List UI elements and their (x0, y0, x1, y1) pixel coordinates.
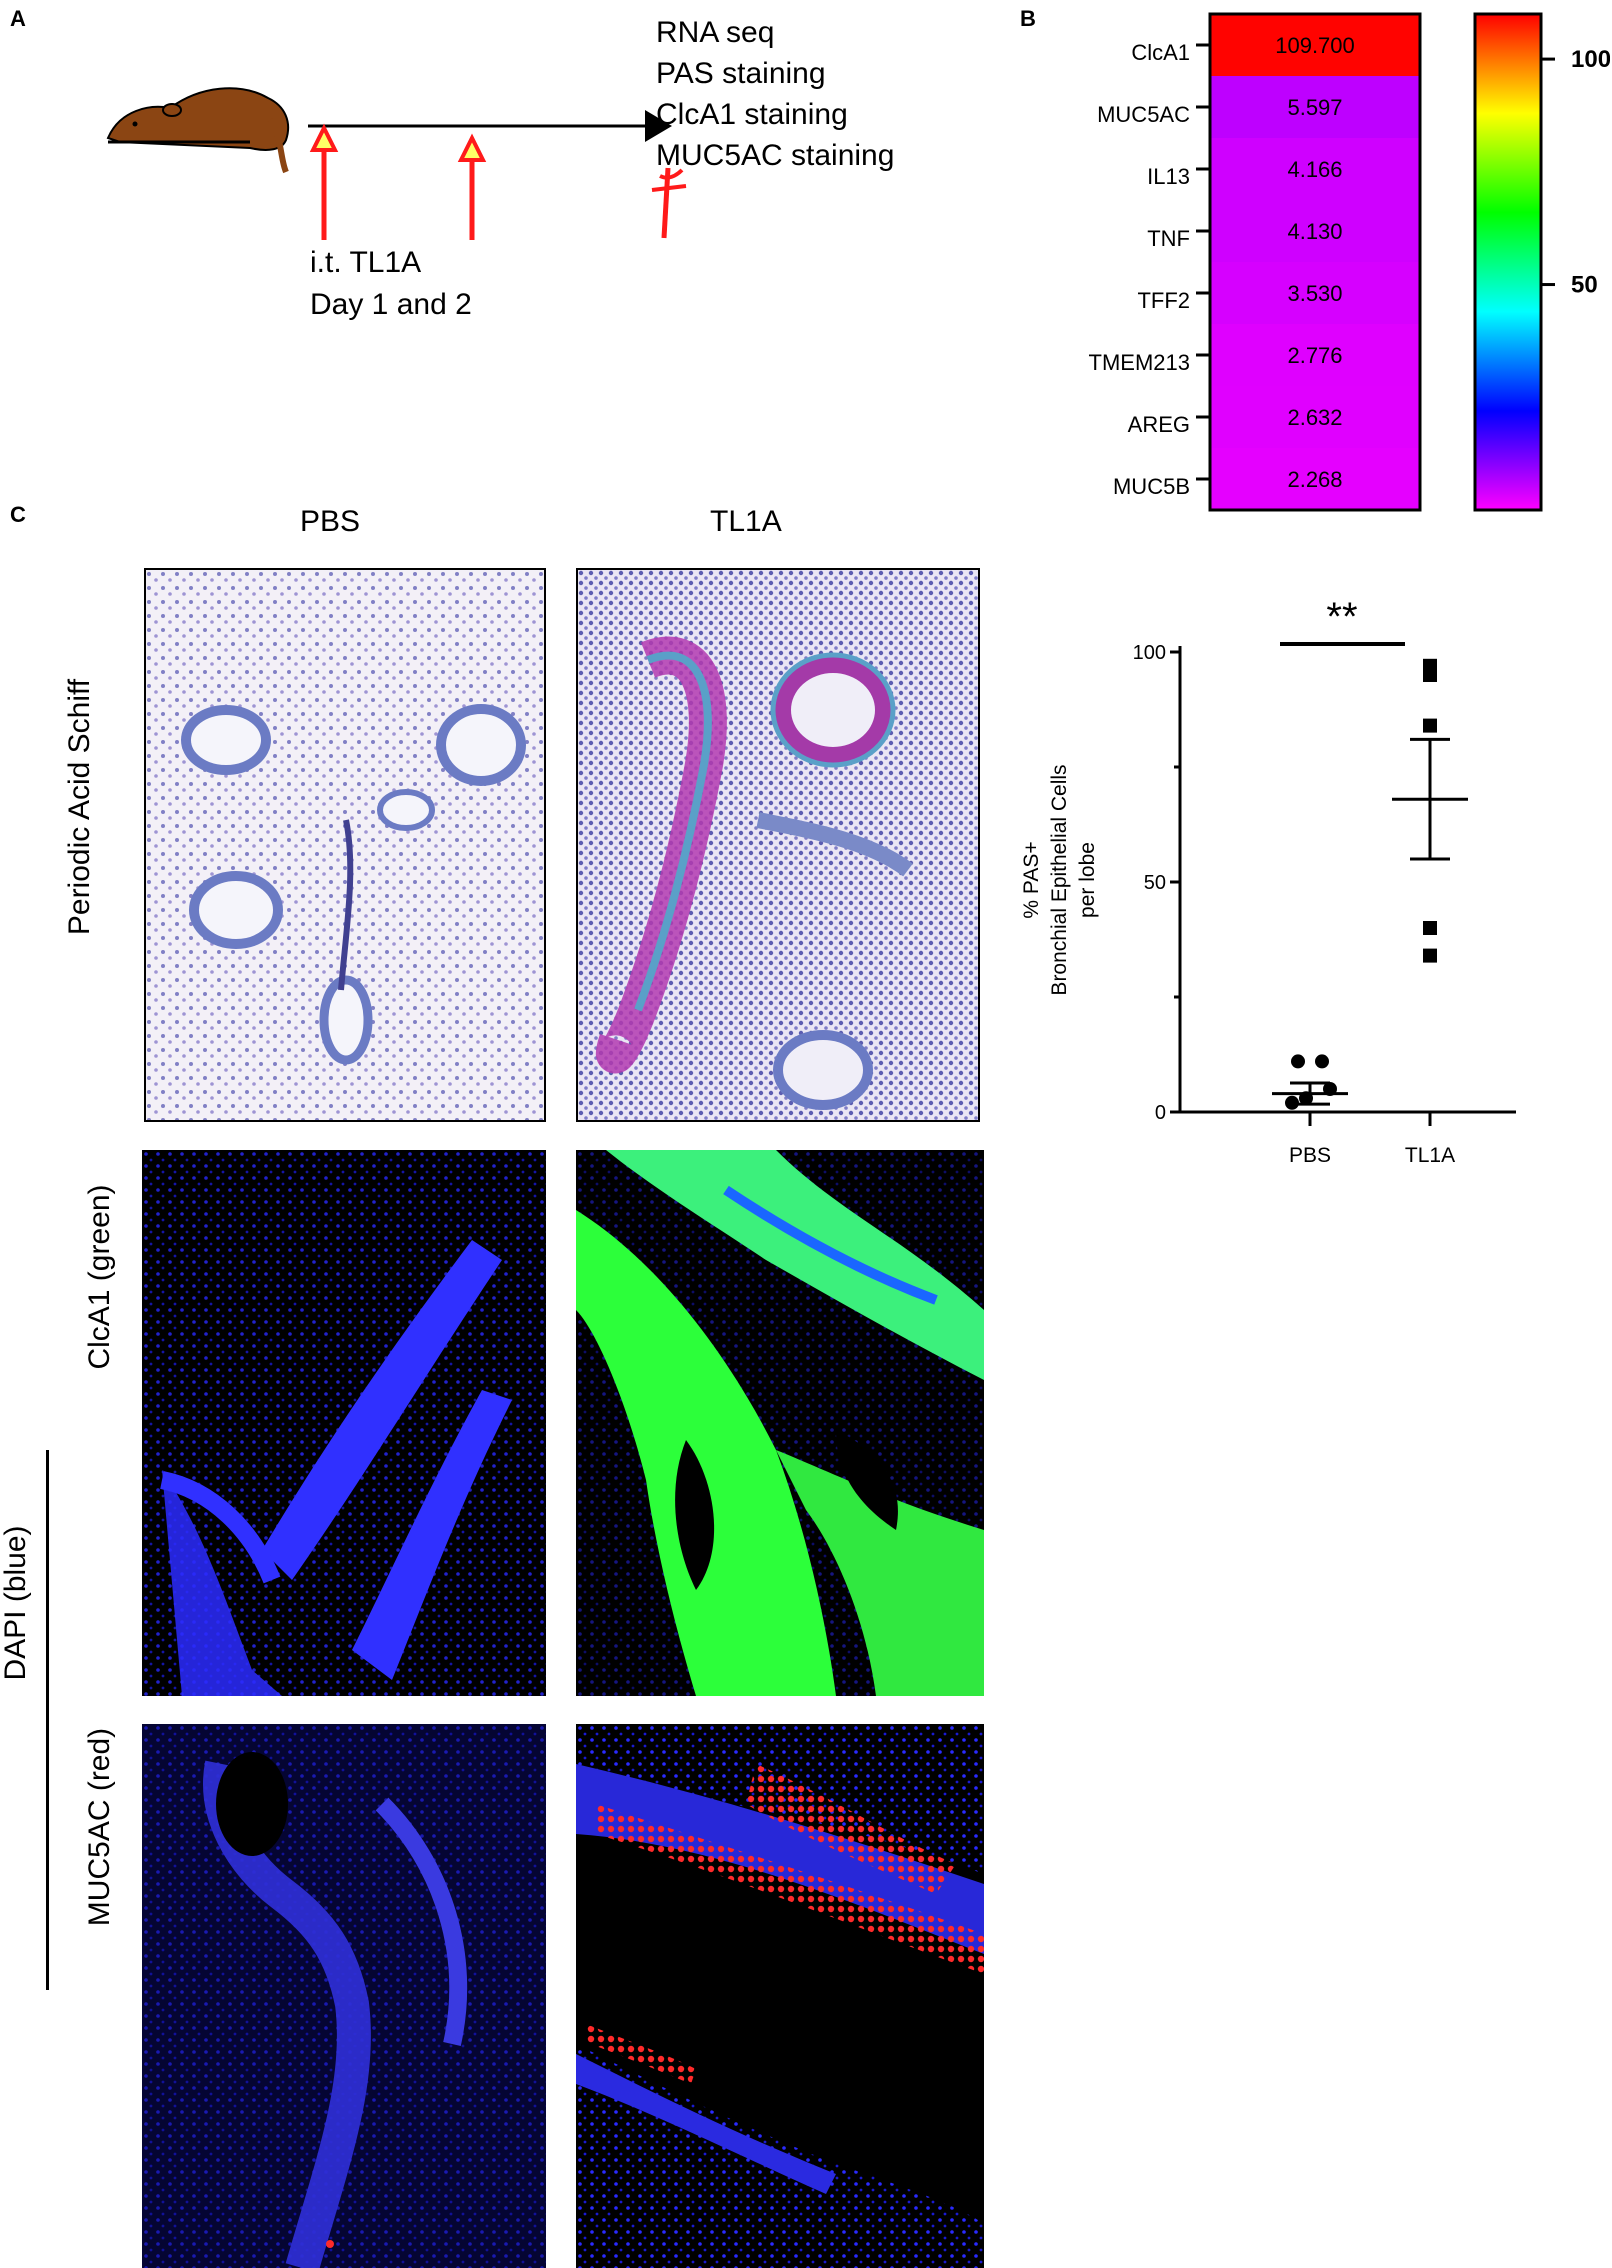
heatmap-cell (1210, 448, 1420, 510)
panel-a-schematic (106, 87, 687, 240)
heatmap-cell (1210, 386, 1420, 448)
sacrifice-icon (651, 167, 687, 239)
heatmap-row-labels: ClcA1 MUC5AC IL13 TNF TFF2 TMEM213 AREG … (1040, 14, 1210, 504)
muc5ac-tl1a-image (576, 1724, 984, 2268)
heatmap-row-label: TFF2 (1137, 288, 1190, 313)
timeline-arrowhead (645, 110, 672, 142)
pas-pbs-image (144, 568, 546, 1122)
y-label-line-1: % PAS+ (1020, 841, 1043, 918)
readout-rna-seq: RNA seq (656, 16, 775, 49)
row-label-muc5ac: MUC5AC (red) (83, 1727, 116, 1927)
readout-pas: PAS staining (656, 57, 826, 90)
dapi-bracket-line (46, 1450, 49, 1990)
muc5ac-pbs-image (142, 1724, 546, 2268)
heatmap-row-label: TNF (1147, 226, 1190, 251)
dose-arrow-day1 (309, 123, 339, 240)
row-label-dapi: DAPI (blue) (0, 1525, 32, 1681)
row-label-pas: Periodic Acid Schiff (63, 678, 96, 936)
significance-marker: ** (1326, 595, 1357, 639)
data-point-tl1a (1423, 718, 1437, 733)
treatment-line-1: i.t. TL1A (310, 246, 422, 279)
y-tick-label: 100 (1133, 642, 1166, 664)
panel-letter-b: B (1020, 6, 1036, 31)
heatmap-row-label: TMEM213 (1088, 350, 1190, 375)
x-tick-label: PBS (1289, 1144, 1331, 1167)
heatmap-border (1208, 12, 1422, 512)
clca1-tl1a-image (576, 1150, 984, 1696)
readout-muc5ac: MUC5AC staining (656, 139, 895, 172)
heatmap-cell-value: 2.268 (1287, 467, 1342, 492)
pas-tl1a-image (576, 568, 980, 1122)
heatmap-row-label: ClcA1 (1131, 40, 1190, 65)
heatmap-row-label: MUC5B (1112, 474, 1190, 499)
heatmap-row-label: AREG (1127, 412, 1190, 437)
data-point-tl1a (1423, 921, 1437, 935)
dose-arrow-day2 (457, 133, 487, 240)
heatmap-cell-value: 3.530 (1287, 281, 1342, 306)
heatmap-cell-value: 4.130 (1287, 219, 1342, 244)
colorbar-tick-label: 50 (1571, 272, 1598, 299)
heatmap-cell (1210, 14, 1420, 76)
heatmap-row-label: IL13 (1147, 164, 1190, 189)
heatmap-cell-value: 109.700 (1275, 33, 1355, 58)
heatmap-cell-value: 5.597 (1287, 95, 1342, 120)
panel-letter-a: A (10, 6, 26, 31)
heatmap-cell-value: 2.632 (1287, 405, 1342, 430)
row-label-clca1: ClcA1 (green) (83, 1184, 116, 1370)
heatmap-cell (1210, 76, 1420, 138)
col-header-tl1a: TL1A (710, 505, 782, 538)
y-label-line-3: per lobe (1076, 842, 1099, 918)
treatment-line-2: Day 1 and 2 (310, 288, 472, 321)
panel-letter-c: C (10, 502, 26, 527)
mouse-icon (106, 87, 290, 174)
heatmap-cell (1210, 262, 1420, 324)
heatmap: 109.700 5.597 4.166 4.130 3.530 2.776 2.632 2.2… (1196, 12, 1610, 512)
colorbar-tick-label: 100 (1571, 46, 1610, 73)
data-point-pbs (1315, 1054, 1329, 1069)
heatmap-cell-value: 4.166 (1287, 157, 1342, 182)
pas-scatter-chart: 100 50 0 PBS TL1A % PAS+ Bronchial Epithelial … (1020, 595, 1516, 1167)
heatmap-cell (1210, 324, 1420, 386)
readout-list: RNA seq PAS staining ClcA1 staining MUC5… (656, 12, 894, 176)
readout-clca1: ClcA1 staining (656, 98, 848, 131)
heatmap-cell-value: 2.776 (1287, 343, 1342, 368)
x-tick-label: TL1A (1405, 1144, 1455, 1167)
heatmap-cell (1210, 200, 1420, 262)
colorbar (1473, 12, 1543, 512)
data-point-tl1a (1423, 658, 1437, 673)
data-point-tl1a (1423, 948, 1437, 963)
y-axis-label: % PAS+ Bronchial Epithelial Cells per lobe (1020, 764, 1099, 995)
y-tick-label: 0 (1155, 1102, 1166, 1124)
y-label-line-2: Bronchial Epithelial Cells (1048, 764, 1071, 995)
heatmap-row-label: MUC5AC (1097, 102, 1190, 127)
heatmap-cell (1210, 138, 1420, 200)
data-point-pbs (1291, 1054, 1305, 1069)
col-header-pbs: PBS (300, 505, 361, 538)
y-tick-label: 50 (1144, 872, 1166, 894)
clca1-pbs-image (142, 1150, 546, 1696)
treatment-label: i.t. TL1A Day 1 and 2 (310, 242, 472, 326)
